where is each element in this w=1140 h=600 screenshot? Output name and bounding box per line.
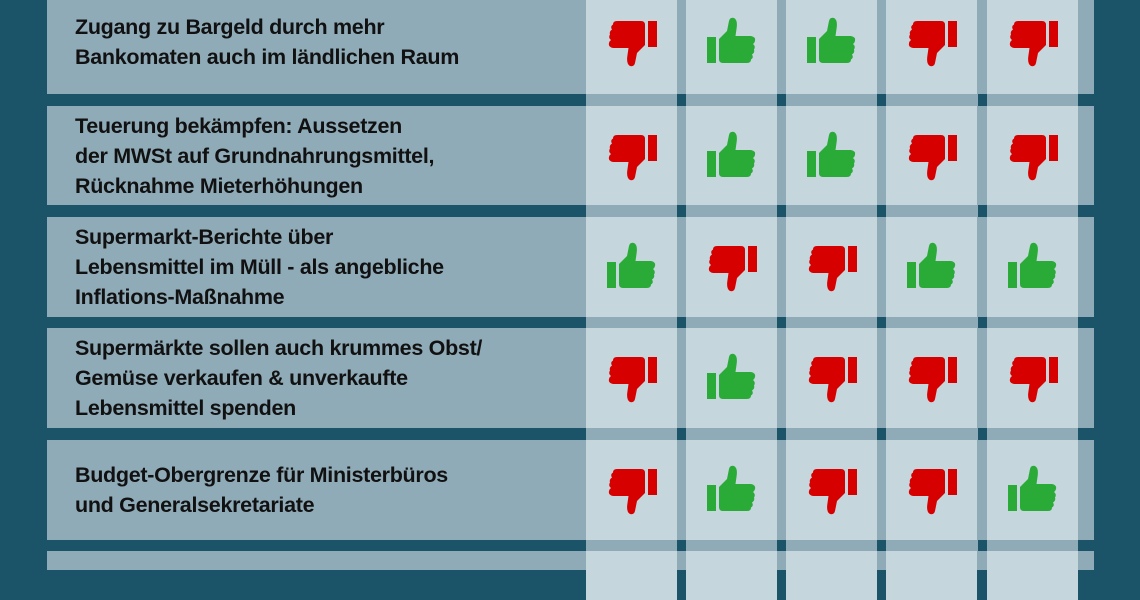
row-label: Budget-Obergrenze für Ministerbüros und …: [75, 463, 448, 517]
vote-cell: [987, 328, 1078, 428]
table-row: Supermarkt-Berichte über Lebensmittel im…: [47, 217, 1094, 317]
grid-intersection: [877, 428, 886, 440]
grid-intersection: [1078, 94, 1094, 106]
thumbs-down-icon: [1009, 357, 1058, 403]
table-row: Budget-Obergrenze für Ministerbüros und …: [47, 440, 1094, 540]
grid-intersection: [1078, 428, 1094, 440]
grid-intersection: [978, 94, 987, 106]
vote-cell: [786, 551, 877, 600]
thumbs-up-icon: [1007, 465, 1056, 511]
row-divider: [47, 540, 586, 551]
row-divider: [47, 428, 586, 440]
table-row: Supermärkte sollen auch krummes Obst/ Ge…: [47, 328, 1094, 428]
grid-intersection: [777, 317, 786, 328]
vote-cell: [586, 0, 677, 94]
vote-cell: [786, 0, 877, 94]
grid-intersection: [677, 205, 686, 217]
row-label: Supermärkte sollen auch krummes Obst/ Ge…: [75, 336, 483, 420]
row-label: Supermarkt-Berichte über Lebensmittel im…: [75, 225, 444, 309]
vote-cell: [686, 328, 777, 428]
grid-intersection: [877, 540, 886, 551]
thumbs-up-icon: [806, 131, 855, 177]
grid-intersection: [1078, 540, 1094, 551]
grid-intersection: [978, 428, 987, 440]
thumbs-up-icon: [606, 242, 655, 288]
vote-cell: [786, 217, 877, 317]
vote-cell: [686, 106, 777, 205]
grid-intersection: [777, 428, 786, 440]
thumbs-up-icon: [706, 131, 755, 177]
vote-cell: [886, 217, 977, 317]
thumbs-down-icon: [1009, 21, 1058, 67]
row-label: [47, 551, 586, 600]
grid-intersection: [1078, 317, 1094, 328]
vote-cell: [586, 440, 677, 540]
vote-cell: [586, 106, 677, 205]
grid-intersection: [877, 205, 886, 217]
vote-cell: [987, 106, 1078, 205]
vote-cell: [586, 217, 677, 317]
vote-cell: [586, 328, 677, 428]
thumbs-down-icon: [608, 469, 657, 515]
thumbs-down-icon: [908, 469, 957, 515]
vote-cell: [987, 0, 1078, 94]
row-divider: [47, 205, 586, 217]
thumbs-down-icon: [608, 134, 657, 180]
vote-cell: [886, 440, 977, 540]
grid-intersection: [777, 540, 786, 551]
vote-cell: [886, 551, 977, 600]
thumbs-down-icon: [908, 21, 957, 67]
thumbs-down-icon: [1009, 134, 1058, 180]
thumbs-up-icon: [706, 17, 755, 63]
vote-cell: [886, 106, 977, 205]
grid-intersection: [777, 205, 786, 217]
vote-cell: [987, 217, 1078, 317]
thumbs-up-icon: [1007, 242, 1056, 288]
row-label: Zugang zu Bargeld durch mehr Bankomaten …: [75, 15, 460, 69]
thumbs-down-icon: [908, 357, 957, 403]
row-divider: [47, 94, 586, 106]
vote-cell: [886, 0, 977, 94]
thumbs-up-icon: [706, 465, 755, 511]
thumbs-up-icon: [906, 242, 955, 288]
row-divider: [47, 317, 586, 328]
thumbs-down-icon: [908, 134, 957, 180]
vote-cell: [886, 328, 977, 428]
grid-intersection: [978, 317, 987, 328]
grid-intersection: [677, 540, 686, 551]
grid-intersection: [677, 428, 686, 440]
table-row: Zugang zu Bargeld durch mehr Bankomaten …: [47, 0, 1094, 94]
vote-cell: [786, 440, 877, 540]
grid-intersection: [978, 205, 987, 217]
grid-intersection: [677, 94, 686, 106]
vote-cell: [686, 217, 777, 317]
vote-cell: [987, 440, 1078, 540]
table-row: [47, 551, 1094, 600]
thumbs-down-icon: [708, 246, 757, 292]
grid-intersection: [978, 540, 987, 551]
vote-cell: [586, 551, 677, 600]
grid-intersection: [877, 94, 886, 106]
row-label: Teuerung bekämpfen: Aussetzen der MWSt a…: [75, 113, 435, 198]
thumbs-up-icon: [706, 353, 755, 399]
vote-cell: [686, 440, 777, 540]
vote-cell: [987, 551, 1078, 600]
vote-cell: [686, 551, 777, 600]
thumbs-down-icon: [808, 469, 857, 515]
thumbs-up-icon: [806, 17, 855, 63]
thumbs-down-icon: [808, 357, 857, 403]
thumbs-down-icon: [808, 246, 857, 292]
grid-intersection: [1078, 205, 1094, 217]
grid-intersection: [677, 317, 686, 328]
vote-cell: [786, 106, 877, 205]
thumbs-down-icon: [608, 21, 657, 67]
table-row: Teuerung bekämpfen: Aussetzen der MWSt a…: [47, 106, 1094, 205]
vote-cell: [686, 0, 777, 94]
vote-cell: [786, 328, 877, 428]
thumbs-down-icon: [608, 357, 657, 403]
grid-intersection: [877, 317, 886, 328]
grid-intersection: [777, 94, 786, 106]
vote-table: Zugang zu Bargeld durch mehr Bankomaten …: [47, 0, 1094, 600]
